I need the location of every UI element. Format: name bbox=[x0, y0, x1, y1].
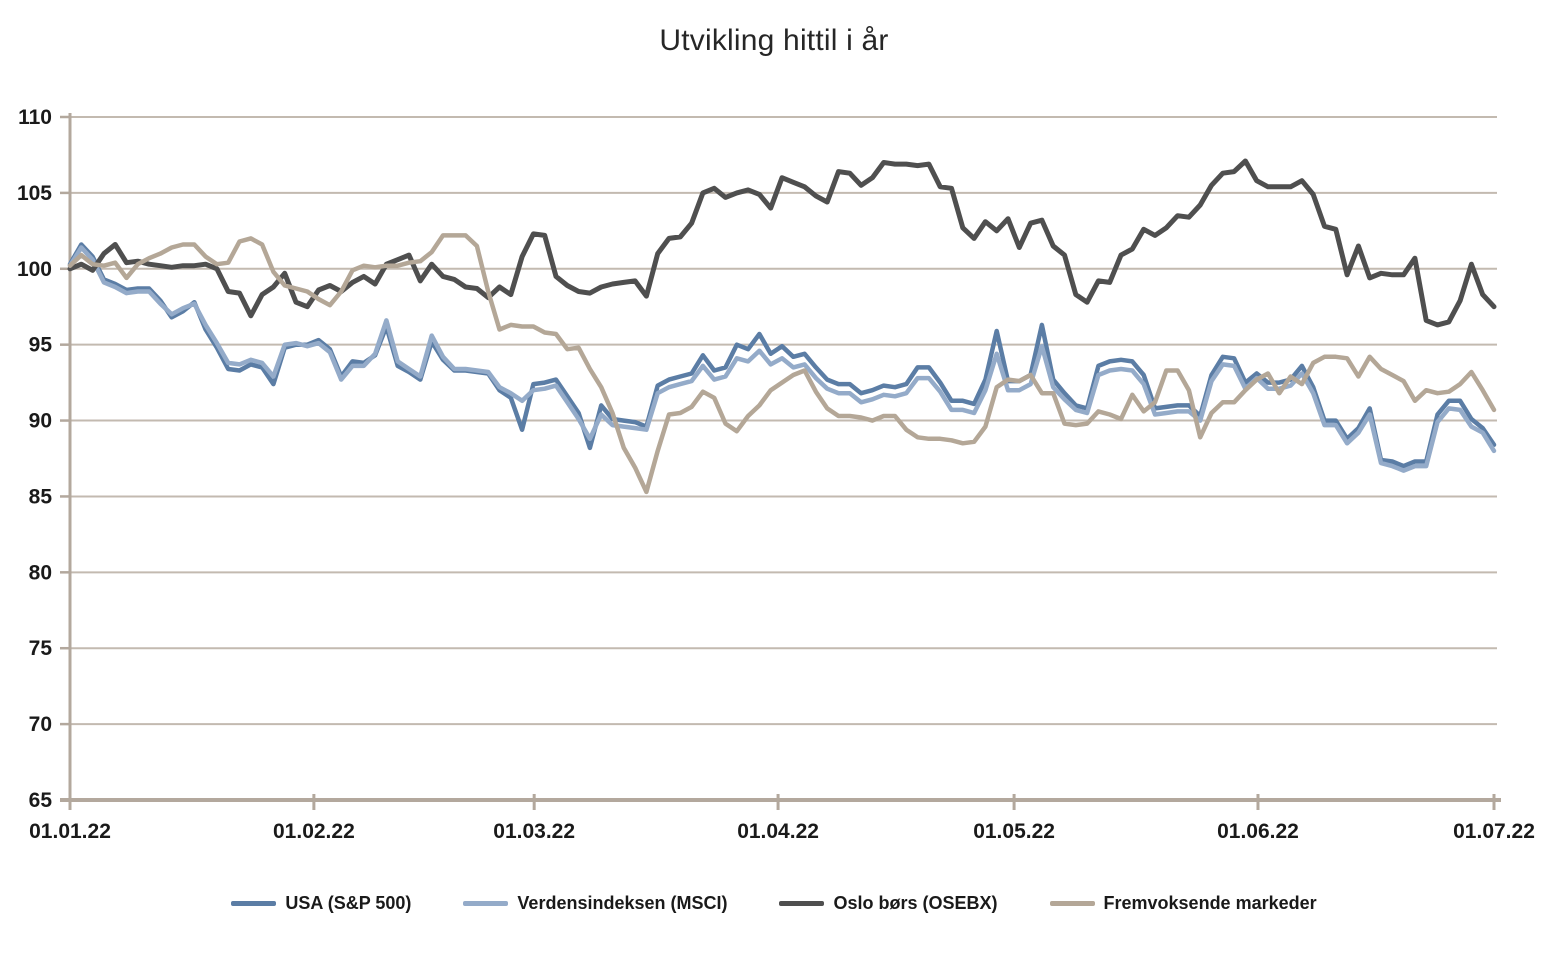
y-tick-label: 85 bbox=[29, 485, 53, 508]
legend-swatch bbox=[463, 901, 509, 906]
chart-title: Utvikling hittil i år bbox=[659, 24, 889, 57]
x-tick-label: 01.07.22 bbox=[1453, 820, 1535, 843]
legend-item: Fremvoksende markeder bbox=[1049, 893, 1317, 914]
y-tick-label: 110 bbox=[18, 106, 52, 129]
x-tick-label: 01.05.22 bbox=[973, 820, 1055, 843]
legend-swatch bbox=[1049, 901, 1095, 906]
legend-item: Oslo børs (OSEBX) bbox=[779, 893, 998, 914]
x-tick-label: 01.01.22 bbox=[29, 820, 111, 843]
y-tick-label: 105 bbox=[17, 182, 52, 205]
x-tick-label: 01.02.22 bbox=[273, 820, 355, 843]
y-tick-label: 100 bbox=[17, 258, 52, 281]
y-tick-label: 75 bbox=[29, 637, 53, 660]
legend-swatch bbox=[231, 901, 277, 906]
legend-label: Oslo børs (OSEBX) bbox=[833, 893, 998, 913]
x-tick-label: 01.06.22 bbox=[1217, 820, 1299, 843]
legend-label: Fremvoksende markeder bbox=[1103, 893, 1317, 913]
y-tick-label: 65 bbox=[29, 789, 53, 812]
legend-label: USA (S&P 500) bbox=[285, 893, 412, 913]
legend-item: USA (S&P 500) bbox=[231, 893, 411, 914]
chart-legend: USA (S&P 500) Verdensindeksen (MSCI) Oslo … bbox=[0, 893, 1548, 914]
x-tick-label: 01.03.22 bbox=[493, 820, 575, 843]
x-tick-label: 01.04.22 bbox=[737, 820, 819, 843]
y-tick-label: 95 bbox=[29, 334, 53, 357]
legend-item: Verdensindeksen (MSCI) bbox=[463, 893, 727, 914]
series-line bbox=[67, 158, 1497, 328]
series-line bbox=[67, 233, 1497, 495]
y-tick-label: 80 bbox=[29, 561, 52, 584]
legend-swatch bbox=[779, 901, 825, 906]
y-tick-label: 70 bbox=[29, 713, 52, 736]
y-tick-label: 90 bbox=[29, 410, 52, 433]
legend-label: Verdensindeksen (MSCI) bbox=[517, 893, 728, 913]
